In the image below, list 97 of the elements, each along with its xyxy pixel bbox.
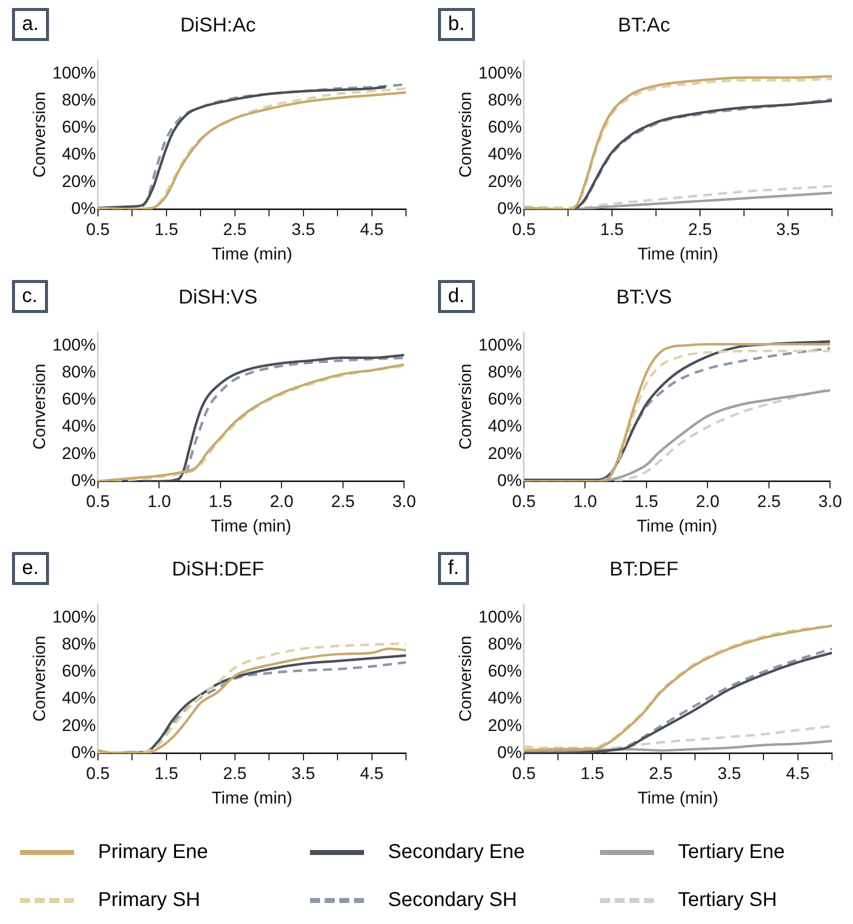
x-tick-label: 3.0 [392, 492, 416, 512]
y-tick-label: 80% [488, 634, 522, 654]
y-tick-label: 80% [62, 90, 96, 110]
legend-label: Tertiary Ene [678, 840, 785, 864]
y-tick-label: 80% [62, 362, 96, 382]
y-tick-label: 40% [488, 688, 522, 708]
y-tick-label: 0% [71, 742, 96, 762]
legend-label: Secondary Ene [388, 840, 525, 864]
y-axis-title: Conversion [456, 364, 475, 450]
x-tick-label: 1.0 [573, 492, 597, 512]
x-axis-title: Time (min) [636, 516, 718, 536]
y-tick-label: 0% [497, 198, 522, 218]
chart-title: DiSH:Ac [180, 14, 256, 37]
y-tick-label: 60% [62, 390, 96, 409]
y-tick-label: 40% [62, 416, 96, 436]
chart-title: BT:DEF [610, 558, 678, 581]
text: f. [438, 552, 470, 585]
legend-label: Primary SH [98, 888, 200, 912]
x-tick-label: 0.5 [512, 492, 536, 512]
x-tick-label: 0.5 [86, 220, 110, 240]
text: d. [438, 280, 475, 313]
x-tick-label: 2.5 [757, 492, 781, 512]
y-axis-title: Conversion [456, 92, 475, 178]
y-tick-label: 100% [52, 63, 96, 82]
y-tick-label: 100% [478, 335, 522, 354]
x-tick-label: 4.5 [786, 764, 810, 784]
y-axis-title: Conversion [30, 92, 49, 178]
y-tick-label: 20% [62, 716, 96, 735]
y-tick-label: 60% [488, 662, 522, 681]
y-tick-label: 40% [488, 416, 522, 436]
x-tick-label: 2.5 [688, 220, 712, 240]
y-tick-label: 0% [71, 470, 96, 490]
legend-label: Tertiary SH [678, 888, 777, 912]
y-tick-label: 0% [497, 742, 522, 762]
y-axis-title: Conversion [30, 364, 49, 450]
x-axis-title: Time (min) [638, 788, 718, 808]
y-tick-label: 100% [478, 607, 522, 626]
x-axis-title: Time (min) [212, 244, 292, 264]
y-tick-label: 40% [488, 144, 522, 164]
chart-title: DiSH:VS [178, 286, 258, 309]
x-tick-label: 3.0 [818, 492, 842, 512]
chart-title: DiSH:DEF [172, 558, 264, 581]
y-tick-label: 80% [62, 634, 96, 654]
chart-title: BT:Ac [618, 14, 670, 37]
y-tick-label: 40% [62, 144, 96, 164]
x-tick-label: 2.5 [331, 492, 355, 512]
y-tick-label: 20% [62, 444, 96, 463]
x-tick-label: 0.5 [86, 492, 110, 512]
x-tick-label: 1.5 [154, 220, 178, 240]
text: b. [438, 8, 475, 41]
y-tick-label: 100% [52, 607, 96, 626]
chart-title: BT:VS [616, 286, 672, 309]
x-tick-label: 3.5 [776, 220, 800, 240]
y-tick-label: 60% [488, 390, 522, 409]
x-tick-label: 4.5 [360, 764, 384, 784]
x-tick-label: 3.5 [717, 764, 742, 784]
y-axis-title: Conversion [456, 636, 475, 722]
x-axis-title: Time (min) [210, 516, 292, 536]
x-tick-label: 1.5 [634, 492, 658, 512]
x-tick-label: 1.0 [147, 492, 171, 512]
x-tick-label: 2.0 [696, 492, 720, 512]
y-tick-label: 0% [71, 198, 96, 218]
x-tick-label: 1.5 [154, 764, 178, 784]
x-tick-label: 2.0 [270, 492, 294, 512]
text: e. [12, 552, 49, 585]
x-tick-label: 2.5 [223, 220, 247, 240]
x-axis-title: Time (min) [212, 788, 292, 808]
x-tick-label: 0.5 [512, 220, 536, 240]
x-tick-label: 4.5 [360, 220, 384, 240]
legend-label: Primary Ene [98, 840, 208, 864]
x-tick-label: 3.5 [291, 764, 316, 784]
y-tick-label: 20% [488, 172, 522, 191]
y-tick-label: 80% [488, 362, 522, 382]
x-tick-label: 1.5 [580, 764, 604, 784]
y-tick-label: 0% [497, 470, 522, 490]
y-tick-label: 20% [488, 444, 522, 463]
x-axis-title: Time (min) [638, 244, 718, 264]
y-tick-label: 100% [478, 63, 522, 82]
y-tick-label: 80% [488, 90, 522, 110]
y-tick-label: 60% [488, 118, 522, 137]
x-tick-label: 3.5 [291, 220, 316, 240]
x-tick-label: 1.5 [208, 492, 232, 512]
y-tick-label: 40% [62, 688, 96, 708]
x-tick-label: 1.5 [600, 220, 624, 240]
x-tick-label: 2.5 [223, 764, 247, 784]
y-tick-label: 20% [62, 172, 96, 191]
y-axis-title: Conversion [30, 636, 49, 722]
y-tick-label: 100% [52, 335, 96, 354]
text: a. [12, 8, 49, 41]
y-tick-label: 20% [488, 716, 522, 735]
text: c. [12, 280, 48, 313]
x-tick-label: 0.5 [512, 764, 536, 784]
y-tick-label: 60% [62, 662, 96, 681]
x-tick-label: 2.5 [649, 764, 673, 784]
legend-label: Secondary SH [388, 888, 517, 912]
y-tick-label: 60% [62, 118, 96, 137]
x-tick-label: 0.5 [86, 764, 110, 784]
